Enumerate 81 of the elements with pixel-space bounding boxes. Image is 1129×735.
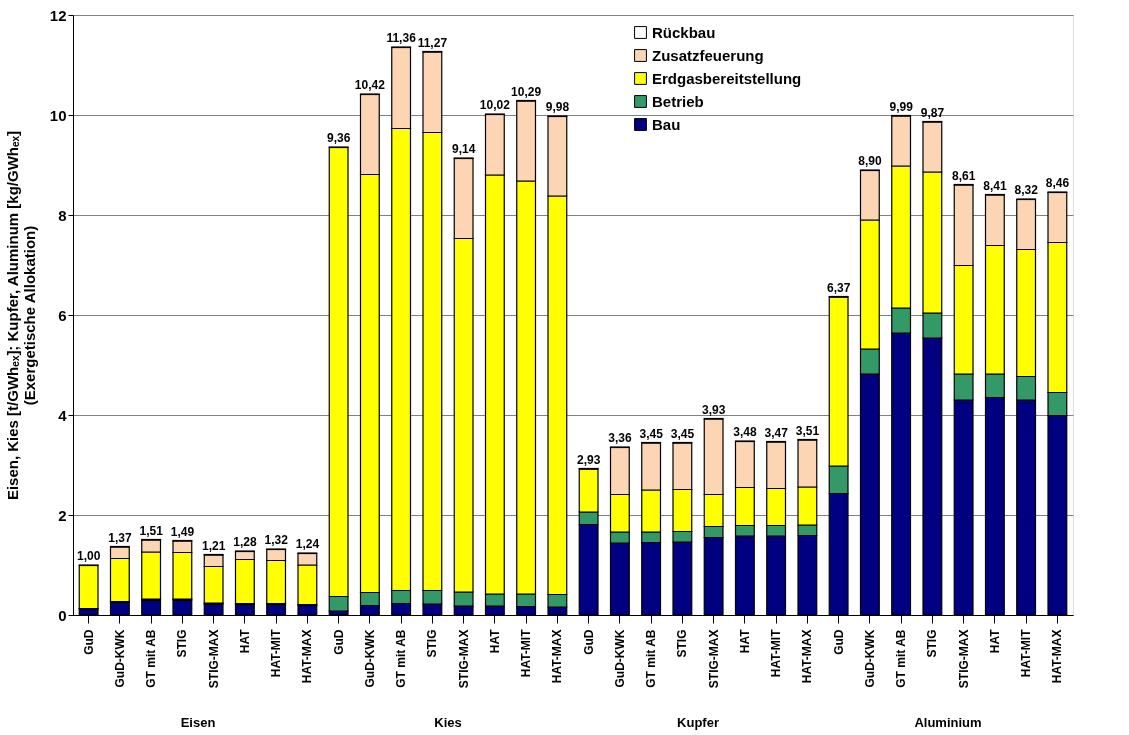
total-label: 6,37 xyxy=(826,280,851,295)
total-label: 1,32 xyxy=(264,533,289,547)
x-tick-label: STIG xyxy=(925,629,940,658)
x-tick-label: GuD-KWK xyxy=(862,629,877,688)
total-label: 1,24 xyxy=(295,537,320,551)
x-tick-label: STIG xyxy=(675,629,690,658)
text: Kies xyxy=(434,715,462,730)
y-tick-label: 0 xyxy=(58,606,67,624)
legend-label: Erdgasbereitstellung xyxy=(652,69,802,87)
y-tick-label: 6 xyxy=(58,306,67,324)
x-tick-label: HAT-MIT xyxy=(519,628,534,678)
x-tick-label: GuD xyxy=(331,629,346,655)
x-tick-label: HAT xyxy=(737,628,752,654)
x-tick-label: GuD xyxy=(831,629,846,655)
x-tick-label: HAT xyxy=(987,628,1002,654)
total-label: 3,45 xyxy=(639,426,664,441)
total-label: 1,21 xyxy=(201,538,226,553)
x-tick-label: GuD-KWK xyxy=(362,629,377,688)
total-label: 2,93 xyxy=(576,452,601,467)
x-tick-label: STIG-MAX xyxy=(456,629,471,689)
total-label: 8,32 xyxy=(1014,183,1039,197)
x-tick-label: GT mit AB xyxy=(894,629,909,688)
x-tick-label: HAT-MAX xyxy=(800,629,815,684)
x-tick-label: HAT-MIT xyxy=(269,628,284,678)
x-tick-label: STIG-MAX xyxy=(706,629,721,689)
y-tick-label: 2 xyxy=(58,506,67,524)
text: Eisen xyxy=(180,715,216,730)
legend-label: Bau xyxy=(652,115,681,133)
x-tick-label: HAT-MIT xyxy=(1019,628,1034,678)
total-label: 1,37 xyxy=(108,530,132,545)
legend-label: Zusatzfeuerung xyxy=(652,46,764,64)
y-axis-title: Eisen, Kies [t/GWhₑₓ]; Kupfer, Aluminum [kg/GWhₑₓ] (Exergetische Allokation) xyxy=(3,130,38,501)
total-label: 11,27 xyxy=(417,35,448,50)
total-label: 9,98 xyxy=(545,100,570,114)
x-tick-label: GuD xyxy=(581,629,596,655)
x-tick-label: HAT-MAX xyxy=(550,629,565,684)
total-label: 3,93 xyxy=(701,402,726,417)
x-tick-label: HAT xyxy=(237,628,252,654)
total-label: 3,45 xyxy=(670,426,695,441)
x-tick-label: STIG xyxy=(175,629,190,658)
y-tick-label: 12 xyxy=(49,6,67,24)
y-tick-label: 10 xyxy=(49,106,67,124)
x-tick-label: GT mit AB xyxy=(144,629,159,688)
total-label: 9,14 xyxy=(451,142,476,156)
x-tick-label: GT mit AB xyxy=(644,629,659,688)
total-label: 9,87 xyxy=(920,105,945,120)
total-label: 1,49 xyxy=(170,524,195,539)
total-label: 10,02 xyxy=(479,98,511,112)
total-label: 9,99 xyxy=(889,99,914,114)
legend-label: Rückbau xyxy=(652,23,716,41)
total-label: 10,29 xyxy=(511,84,542,99)
x-tick-label: HAT-MAX xyxy=(300,629,315,684)
x-tick-label: STIG-MAX xyxy=(206,629,221,689)
total-label: 8,90 xyxy=(858,154,882,168)
total-label: 9,36 xyxy=(326,131,351,145)
x-tick-label: GT mit AB xyxy=(394,629,409,688)
x-tick-label: STIG-MAX xyxy=(956,629,971,689)
total-label: 8,46 xyxy=(1045,176,1070,190)
y-tick-label: 8 xyxy=(58,206,67,224)
total-label: 8,61 xyxy=(951,168,976,183)
text: Kupfer xyxy=(677,715,719,730)
text: Aluminium xyxy=(914,715,982,730)
x-tick-label: STIG xyxy=(425,629,440,658)
total-label: 1,28 xyxy=(233,535,257,549)
x-tick-label: HAT-MAX xyxy=(1050,629,1065,684)
total-label: 1,51 xyxy=(139,523,164,538)
legend-label: Betrieb xyxy=(652,92,704,110)
total-label: 1,00 xyxy=(76,549,101,563)
x-tick-label: GuD-KWK xyxy=(112,629,127,688)
total-label: 3,36 xyxy=(608,431,632,445)
total-label: 8,41 xyxy=(983,178,1007,193)
total-label: 3,48 xyxy=(733,425,757,439)
x-tick-label: HAT xyxy=(487,628,502,654)
x-tick-label: GuD-KWK xyxy=(612,629,627,688)
x-tick-label: HAT-MIT xyxy=(769,628,784,678)
total-label: 11,36 xyxy=(386,31,417,45)
total-label: 3,47 xyxy=(764,425,789,440)
total-label: 3,51 xyxy=(795,423,820,438)
x-tick-label: GuD xyxy=(81,629,96,655)
total-label: 10,42 xyxy=(354,78,386,92)
y-tick-label: 4 xyxy=(58,406,68,424)
